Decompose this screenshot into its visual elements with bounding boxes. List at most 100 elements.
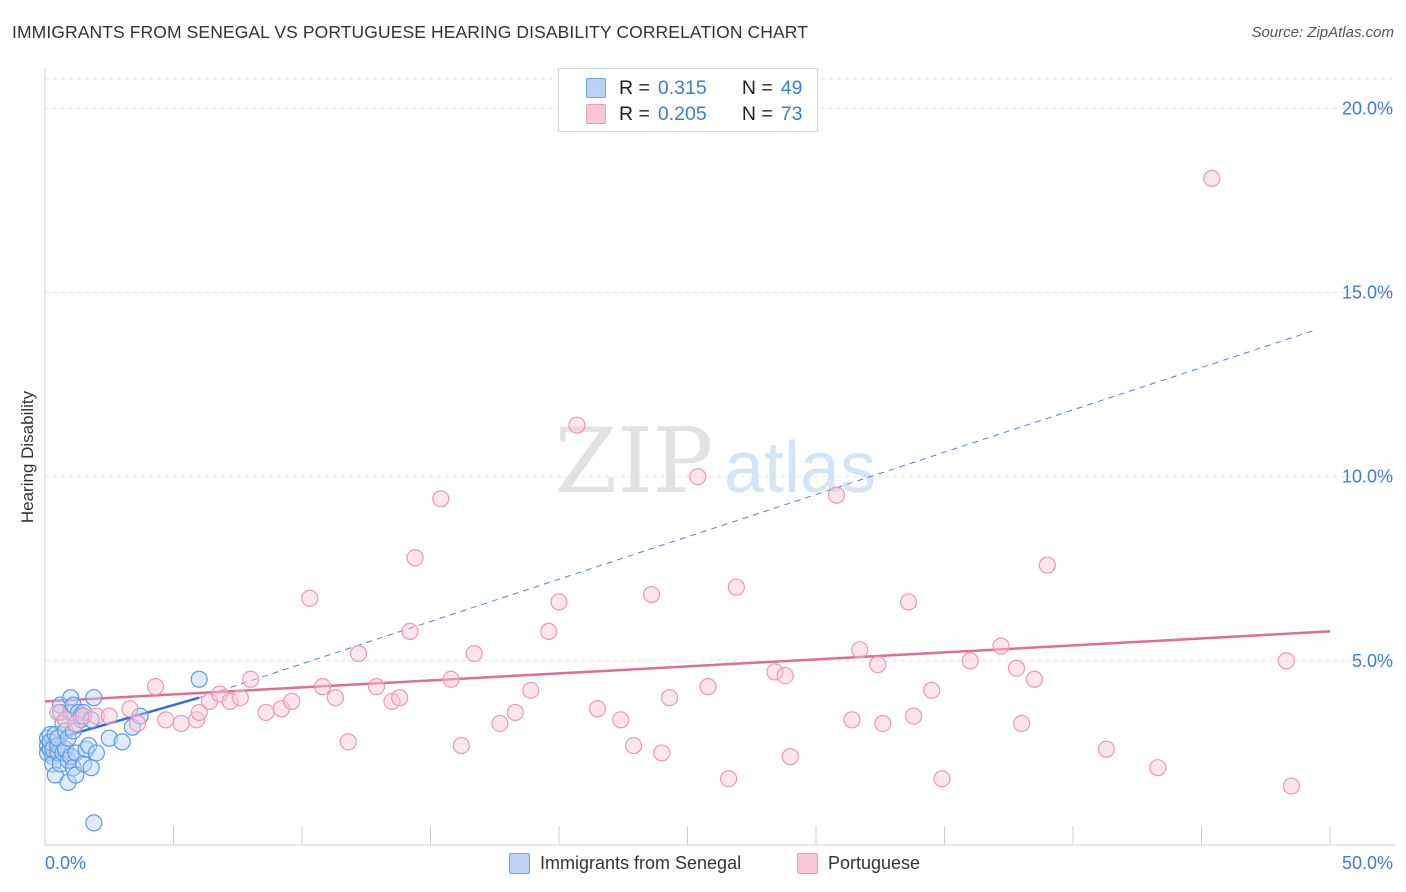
point-portuguese [301, 589, 319, 607]
point-portuguese [781, 748, 799, 766]
legend-row-portuguese: R = 0.205 N = 73 [586, 102, 803, 126]
point-portuguese [933, 770, 951, 788]
trend-line-extension [199, 328, 1318, 699]
point-senegal [82, 759, 100, 777]
bottom-legend-label-portuguese: Portuguese [828, 852, 921, 873]
point-portuguese [992, 637, 1010, 655]
point-portuguese [869, 655, 887, 674]
point-portuguese [905, 707, 923, 725]
grid-lines [45, 78, 1395, 662]
point-portuguese [568, 416, 586, 434]
point-portuguese [699, 678, 717, 696]
point-portuguese [157, 711, 175, 729]
point-portuguese [221, 692, 239, 710]
point-portuguese [242, 670, 260, 688]
point-portuguese [283, 692, 301, 710]
point-portuguese [326, 689, 345, 707]
y-tick-label: 5.0% [1352, 651, 1393, 671]
point-portuguese [491, 714, 509, 733]
point-portuguese [720, 770, 738, 788]
axes [44, 68, 1395, 846]
point-portuguese [550, 593, 568, 611]
x-tick-label-max: 50.0% [1342, 853, 1393, 873]
point-portuguese [827, 486, 846, 504]
point-senegal [113, 733, 131, 751]
point-portuguese [146, 678, 165, 696]
y-tick-label: 10.0% [1342, 467, 1393, 487]
legend-n-value: 49 [780, 76, 803, 99]
trend-lines [44, 328, 1331, 744]
point-portuguese [727, 578, 745, 596]
point-portuguese [349, 644, 368, 663]
trend-line [44, 630, 1331, 703]
chart-title: IMMIGRANTS FROM SENEGAL VS PORTUGUESE HE… [12, 22, 809, 42]
point-portuguese [612, 711, 630, 729]
point-portuguese [172, 714, 190, 733]
legend-swatch-senegal [586, 78, 606, 98]
watermark-atlas: atlas [724, 428, 876, 508]
point-portuguese [128, 714, 147, 733]
point-portuguese [367, 678, 386, 696]
point-portuguese [339, 733, 357, 751]
point-senegal [85, 689, 103, 707]
point-portuguese [391, 689, 409, 707]
y-tick-label: 20.0% [1342, 98, 1393, 118]
bottom-legend-senegal: Immigrants from Senegal [509, 851, 741, 875]
watermark: ZIP atlas [555, 409, 876, 514]
point-portuguese [540, 622, 558, 641]
point-portuguese [465, 644, 483, 663]
source-label: Source: ZipAtlas.com [1251, 24, 1394, 41]
legend-n-label: N = [741, 102, 773, 125]
point-portuguese [899, 593, 918, 611]
point-portuguese [452, 736, 470, 755]
legend-r-value: 0.315 [657, 76, 707, 99]
point-portuguese [1149, 759, 1167, 777]
point-portuguese [874, 714, 892, 733]
point-portuguese [642, 585, 661, 604]
point-senegal [85, 814, 103, 832]
point-portuguese [406, 549, 424, 567]
point-portuguese [689, 468, 707, 486]
watermark-zip: ZIP [555, 409, 714, 514]
point-portuguese [653, 744, 671, 762]
correlation-legend: R = 0.315 N = 49 R = 0.205 N = 73 [558, 68, 818, 132]
point-portuguese [190, 703, 208, 722]
point-portuguese [506, 703, 524, 722]
point-portuguese [522, 681, 540, 699]
point-portuguese [923, 681, 941, 699]
bottom-legend-swatch-portuguese [797, 852, 818, 874]
point-portuguese [961, 652, 979, 670]
y-tick-label: 15.0% [1342, 283, 1393, 303]
point-senegal [87, 744, 106, 762]
x-tick-label-min: 0.0% [45, 853, 86, 873]
tick-labels: 5.0% 10.0% 15.0% 20.0% 0.0% 50.0% [45, 98, 1393, 873]
point-portuguese [121, 700, 139, 718]
legend-n-value: 73 [780, 102, 803, 125]
point-portuguese [660, 689, 679, 707]
legend-swatch-portuguese [586, 104, 606, 124]
point-portuguese [1012, 714, 1031, 733]
point-portuguese [1277, 652, 1295, 670]
point-portuguese [231, 689, 249, 707]
point-portuguese [1025, 670, 1044, 688]
point-portuguese [776, 666, 794, 685]
point-portuguese [442, 670, 460, 688]
point-portuguese [766, 663, 784, 681]
legend-r-value: 0.205 [657, 102, 707, 125]
legend-r-label: R = [619, 76, 650, 99]
data-points [38, 169, 1301, 832]
point-senegal [190, 670, 208, 688]
point-portuguese [401, 622, 419, 641]
bottom-legend-portuguese: Portuguese [797, 851, 920, 875]
point-portuguese [74, 707, 93, 725]
point-portuguese [843, 711, 861, 729]
legend-n-label: N = [741, 76, 773, 99]
point-portuguese [1203, 169, 1221, 188]
point-portuguese [1007, 659, 1026, 677]
point-portuguese [1282, 777, 1301, 795]
point-portuguese [100, 707, 118, 725]
point-portuguese [56, 711, 75, 729]
point-portuguese [1038, 556, 1056, 574]
legend-row-senegal: R = 0.315 N = 49 [586, 76, 803, 100]
